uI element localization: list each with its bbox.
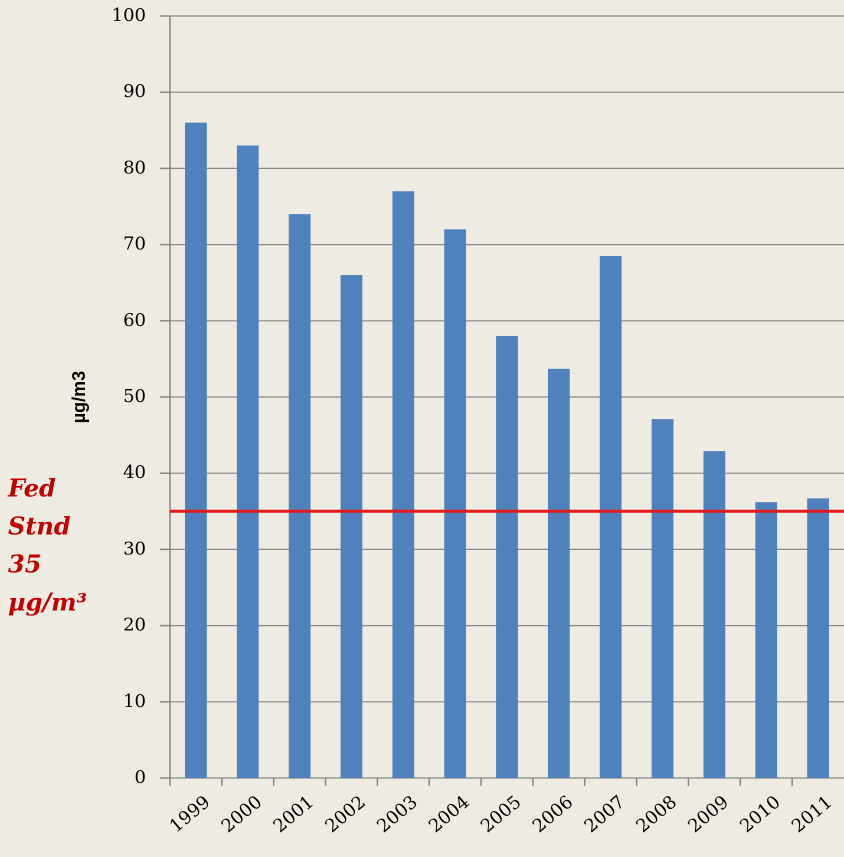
- annotation: Stnd: [8, 512, 71, 541]
- annotation: µg/m³: [8, 588, 87, 617]
- x-tick-label: 2006: [529, 792, 578, 838]
- bar: [236, 145, 259, 779]
- y-tick-label: 90: [123, 81, 146, 102]
- y-tick-label: 60: [123, 310, 146, 331]
- annotation: Fed: [7, 474, 56, 503]
- x-tick-label: 2002: [321, 792, 370, 838]
- x-tick-label: 2008: [632, 792, 681, 838]
- y-tick-label: 0: [135, 767, 146, 788]
- bar: [807, 498, 829, 778]
- x-tick-label: 2001: [269, 792, 318, 838]
- bar: [444, 229, 467, 779]
- y-tick-label: 30: [123, 538, 146, 559]
- x-tick-label: 2005: [477, 792, 526, 838]
- bar: [392, 191, 415, 778]
- x-tick-label: 2004: [425, 792, 474, 838]
- bar: [496, 336, 518, 778]
- y-tick-label: 20: [123, 615, 146, 636]
- x-tick-label: 1999: [166, 792, 215, 838]
- x-tick-label: 2011: [788, 792, 837, 838]
- y-tick-label: 50: [123, 386, 146, 407]
- bar: [703, 451, 726, 778]
- x-tick-label: 2003: [373, 792, 422, 838]
- y-axis-title: µg/m3: [69, 371, 89, 423]
- bar: [185, 122, 207, 779]
- y-tick-label: 10: [123, 691, 146, 712]
- x-tick-label: 2007: [581, 792, 630, 838]
- bar: [651, 419, 674, 778]
- y-tick-label: 70: [123, 234, 146, 255]
- y-tick-label: 100: [112, 5, 146, 26]
- y-tick-label: 80: [123, 157, 146, 178]
- y-tick-label: 40: [123, 462, 146, 483]
- x-tick-label: 2010: [736, 792, 785, 838]
- bar: [599, 256, 622, 778]
- annotation: 35: [8, 550, 41, 579]
- bar: [340, 275, 363, 778]
- bar: [755, 502, 778, 778]
- x-tick-label: 2000: [218, 792, 267, 838]
- bar: [288, 214, 311, 778]
- x-tick-label: 2009: [684, 792, 733, 838]
- bar: [547, 368, 570, 778]
